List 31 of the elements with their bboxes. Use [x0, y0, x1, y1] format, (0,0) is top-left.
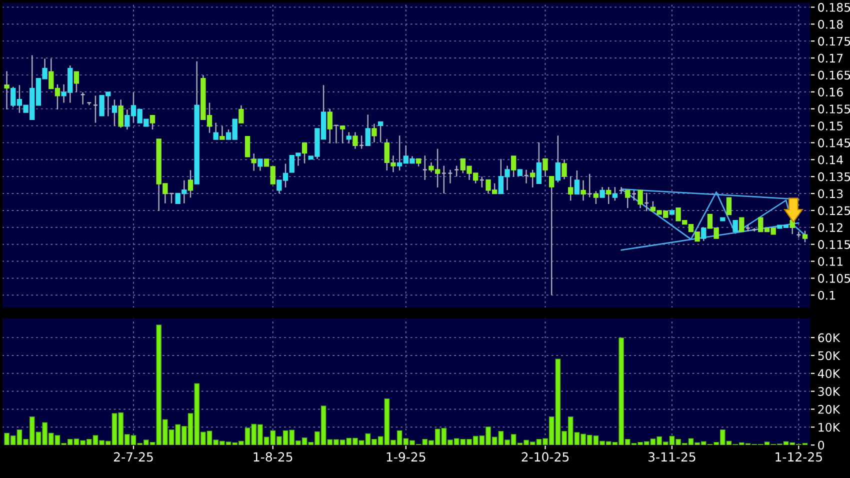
y-tick-label: 0.11: [818, 256, 843, 266]
x-tick-label: 3-11-25: [648, 452, 696, 462]
y-tick-label: 0: [818, 440, 824, 450]
y-tick-label: 30K: [818, 387, 840, 396]
y-tick-label: 60K: [818, 333, 840, 342]
x-tick-label: 1-8-25: [254, 452, 292, 462]
y-tick-label: 0.185: [818, 2, 850, 12]
y-tick-label: 0.17: [818, 54, 843, 63]
y-tick-label: 0.13: [818, 189, 843, 198]
y-tick-label: 0.155: [818, 104, 850, 114]
y-tick-label: 20K: [818, 404, 840, 414]
y-tick-label: 0.18: [818, 20, 843, 29]
y-tick-label: 50K: [818, 351, 840, 360]
x-tick-label: 2-10-25: [522, 452, 569, 462]
y-tick-label: 0.165: [818, 70, 850, 80]
y-tick-label: 0.105: [818, 274, 850, 283]
y-tick-label: 0.145: [818, 138, 850, 148]
y-tick-label: 40K: [818, 369, 840, 378]
y-tick-label: 10K: [818, 422, 840, 432]
y-tick-label: 0.12: [818, 223, 842, 232]
y-tick-label: 0.14: [818, 155, 843, 164]
y-tick-label: 0.115: [818, 240, 850, 249]
x-tick-label: 2-7-25: [114, 452, 153, 462]
y-tick-label: 0.1: [818, 290, 836, 300]
x-tick-label: 1-12-25: [776, 452, 822, 462]
y-tick-label: 0.175: [818, 36, 850, 46]
y-tick-label: 0.16: [818, 88, 843, 97]
y-tick-label: 0.15: [818, 121, 843, 130]
y-tick-label: 0.125: [818, 206, 850, 216]
y-tick-label: 0.135: [818, 172, 850, 182]
x-tick-label: 1-9-25: [386, 452, 426, 462]
